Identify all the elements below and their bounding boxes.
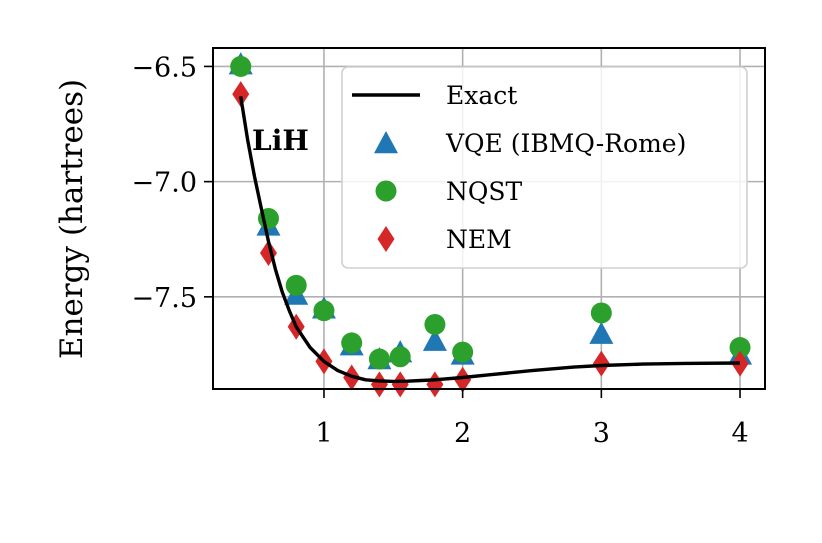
legend-marker-swatch [374, 131, 398, 154]
plot-series [228, 52, 753, 398]
nqst-point [452, 341, 474, 363]
nem-point [370, 371, 388, 398]
legend: Exact VQE (IBMQ-Rome) NQST NEM [341, 66, 748, 269]
annotation-label: LiH [252, 124, 309, 157]
nem-point [731, 350, 749, 377]
legend-box [341, 66, 748, 269]
legend-label: VQE (IBMQ-Rome) [445, 129, 686, 158]
nem-point [592, 350, 610, 377]
legend-marker-swatch [375, 180, 397, 202]
nqst-point [729, 337, 751, 359]
nem-point [232, 81, 250, 108]
vqe-ibmq-rome-point [422, 328, 447, 351]
nem-point [391, 371, 409, 398]
legend-label: NEM [446, 225, 512, 254]
plot-frame [212, 47, 766, 390]
nqst-point [313, 300, 335, 322]
nem-point [259, 240, 277, 267]
nqst-point [590, 302, 612, 324]
x-tick-label: 2 [454, 418, 471, 449]
legend-label: Exact [446, 81, 517, 110]
y-axis-label: Energy (hartrees) [54, 79, 90, 359]
legend-label: NQST [446, 177, 522, 206]
x-tick-label: 4 [731, 418, 748, 449]
x-tick-label: 3 [593, 418, 610, 449]
nqst-point [341, 332, 363, 354]
nem-point [454, 366, 472, 393]
nqst-point [230, 55, 252, 77]
nqst-point [368, 348, 390, 370]
nqst-point [285, 274, 307, 296]
x-tick-label: 1 [315, 418, 332, 449]
y-tick-label: −7.5 [131, 283, 197, 314]
nqst-point [389, 346, 411, 368]
legend-marker-swatch [377, 226, 395, 252]
y-tick-label: −7.0 [131, 168, 197, 199]
axis-ticks: 1 2 3 4 −6.5 −7.0 −7.5 [131, 52, 748, 449]
exact-line [239, 96, 741, 384]
vqe-ibmq-rome-point [589, 321, 614, 344]
nqst-point [424, 313, 446, 335]
y-tick-label: −6.5 [131, 52, 197, 83]
